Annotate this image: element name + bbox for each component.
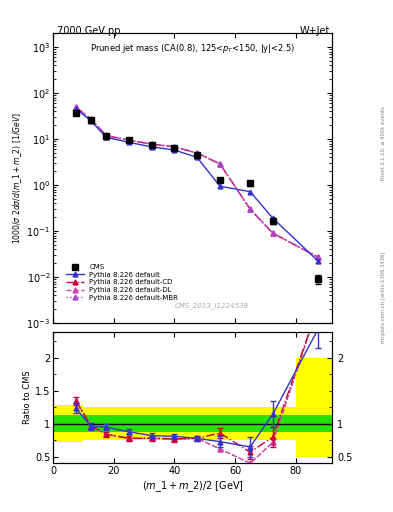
X-axis label: $(m\_1 + m\_2) / 2$ [GeV]: $(m\_1 + m\_2) / 2$ [GeV] [141,479,244,494]
Text: CMS_2013_I1224539: CMS_2013_I1224539 [175,302,249,309]
Text: W+Jet: W+Jet [300,26,330,36]
Text: Pruned jet mass (CA(0.8), 125<$p_T$<150, |y|<2.5): Pruned jet mass (CA(0.8), 125<$p_T$<150,… [90,42,295,55]
Y-axis label: Ratio to CMS: Ratio to CMS [23,371,32,424]
Legend: CMS, Pythia 8.226 default, Pythia 8.226 default-CD, Pythia 8.226 default-DL, Pyt: CMS, Pythia 8.226 default, Pythia 8.226 … [65,263,180,302]
Text: mcplots.cern.ch [arXiv:1306.3436]: mcplots.cern.ch [arXiv:1306.3436] [381,251,386,343]
Text: 7000 GeV pp: 7000 GeV pp [57,26,121,36]
Text: Rivet 3.1.10, ≥ 400k events: Rivet 3.1.10, ≥ 400k events [381,106,386,180]
Y-axis label: $1000/\sigma\ 2d\sigma/d(m\_1 + m\_2)\ [1/GeV]$: $1000/\sigma\ 2d\sigma/d(m\_1 + m\_2)\ [… [11,112,24,244]
